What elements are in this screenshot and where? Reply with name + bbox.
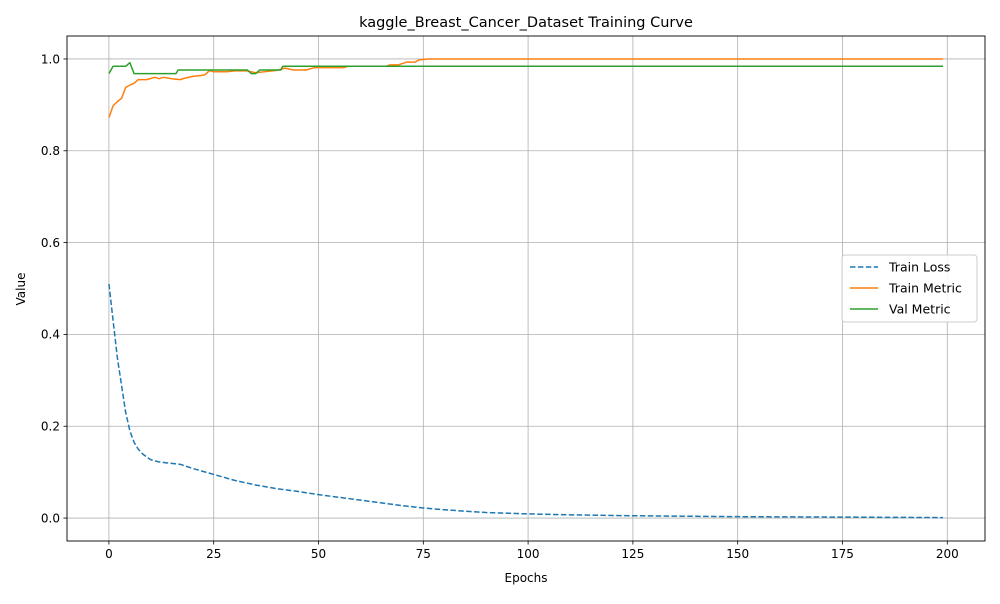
y-tick-label: 0.8	[41, 144, 60, 158]
series-line-val-metric	[108, 61, 944, 75]
x-tick-label: 0	[105, 547, 113, 561]
y-tick-label: 0.6	[41, 236, 60, 250]
y-tick-label: 1.0	[41, 52, 60, 66]
x-tick-label: 100	[517, 547, 540, 561]
x-tick-label: 175	[831, 547, 854, 561]
x-tick-label: 75	[416, 547, 431, 561]
x-tick-label: 125	[621, 547, 644, 561]
x-tick-label: 50	[311, 547, 326, 561]
legend-box	[841, 254, 978, 323]
x-tick-label: 25	[206, 547, 221, 561]
series-layer	[108, 58, 944, 519]
x-tick-label: 200	[936, 547, 959, 561]
legend-label: Val Metric	[889, 302, 951, 317]
series-line-train-loss	[108, 283, 944, 519]
legend-label: Train Metric	[888, 281, 962, 296]
legend-label: Train Loss	[888, 260, 950, 275]
y-tick-label: 0.0	[41, 511, 60, 525]
y-axis-label: Value	[14, 273, 28, 306]
chart-title: kaggle_Breast_Cancer_Dataset Training Cu…	[359, 15, 693, 31]
y-tick-label: 0.2	[41, 420, 60, 434]
y-tick-label: 0.4	[41, 328, 60, 342]
legend: Train Loss Train Metric Val Metric	[841, 254, 978, 323]
x-tick-label: 150	[726, 547, 749, 561]
plot-frame	[66, 35, 986, 542]
axis-ticks: 0 25 50 75 100 125 150 175 200 0.0 0.2 0.4 0.6 0.8 1.0	[41, 52, 959, 561]
x-axis-label: Epochs	[505, 571, 548, 585]
